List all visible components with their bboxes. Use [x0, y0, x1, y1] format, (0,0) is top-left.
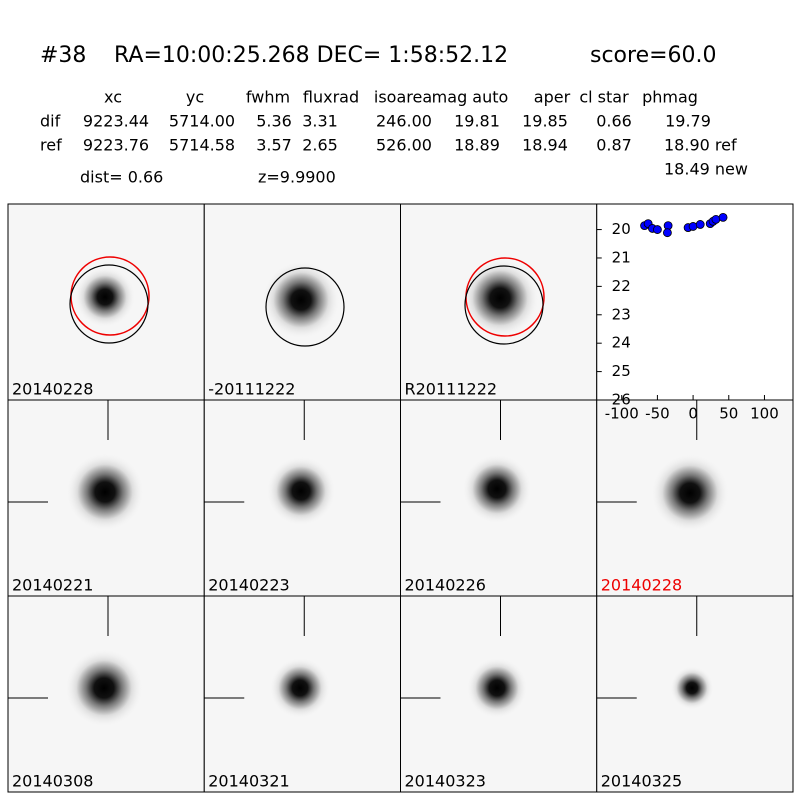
cell: 0.87: [596, 136, 632, 155]
source-blob: [74, 266, 136, 328]
aperture: [265, 267, 345, 347]
point: [688, 222, 698, 231]
y-tick-label: 23: [612, 305, 631, 323]
column-header: cl star: [579, 88, 629, 107]
y-tick-label: 25: [612, 362, 631, 380]
cell: 3.57: [256, 136, 292, 155]
source-blob: [460, 258, 540, 338]
source-blob: [670, 666, 714, 710]
column-header: fwhm: [246, 88, 290, 107]
cell: 5714.58: [169, 136, 235, 155]
y-tick-label: 24: [612, 334, 631, 352]
point: [653, 225, 662, 234]
cell: 9223.76: [83, 136, 149, 155]
column-header: isoarea: [374, 88, 432, 107]
cell: 2.65: [302, 136, 338, 155]
panel-label: 20140228: [601, 576, 682, 595]
distance: dist= 0.66: [80, 168, 163, 187]
column-header: yc: [186, 88, 204, 107]
panel-label: 20140223: [208, 576, 289, 595]
x-tick-label: 0: [688, 405, 698, 423]
aperture: [464, 265, 544, 345]
source-blob: [461, 453, 533, 525]
column-header: mag auto: [432, 88, 509, 107]
y-tick-label: 20: [612, 220, 631, 238]
cell: 5.36: [256, 112, 292, 131]
cell: 9223.44: [83, 112, 149, 131]
phmag-new: 18.49 new: [664, 160, 748, 179]
cell: 18.94: [522, 136, 568, 155]
column-header: aper: [534, 88, 571, 107]
point: [695, 220, 705, 229]
source-blob: [650, 453, 730, 533]
cell: 18.89: [454, 136, 500, 155]
source-blob: [64, 648, 144, 728]
panel-label: R20111222: [405, 380, 498, 399]
source-blob: [65, 452, 145, 532]
cell: 3.31: [302, 112, 338, 131]
score: score=60.0: [590, 43, 717, 68]
point: [711, 214, 721, 224]
y-tick-label: 21: [612, 248, 631, 266]
x-tick-label: -50: [645, 405, 670, 423]
panel-label: 20140226: [405, 576, 486, 595]
cell: 5714.00: [169, 112, 235, 131]
cell: 0.66: [596, 112, 632, 131]
panel-label: 20140308: [12, 772, 93, 791]
source-blob: [466, 657, 528, 719]
cell: 19.79: [665, 112, 711, 131]
object-id: #38: [40, 43, 86, 68]
point: [718, 212, 728, 222]
cell: 19.85: [522, 112, 568, 131]
panel-label: 20140323: [405, 772, 486, 791]
source-blob: [265, 455, 337, 527]
cell: 18.90 ref: [664, 136, 737, 155]
cell: 19.81: [454, 112, 500, 131]
aperture: [69, 264, 149, 344]
cell: 526.00: [376, 136, 432, 155]
panel-label: -20111222: [208, 380, 295, 399]
point: [663, 228, 672, 238]
redshift: z=9.9900: [258, 168, 336, 187]
panel-label: 20140321: [208, 772, 289, 791]
x-tick-label: -100: [605, 405, 639, 423]
column-header: phmag: [642, 88, 698, 107]
plot-area: [596, 203, 794, 401]
column-header: fluxrad: [303, 88, 359, 107]
y-tick-label: 22: [612, 277, 631, 295]
row-label: ref: [40, 136, 62, 155]
cell: 246.00: [376, 112, 432, 131]
coordinates: RA=10:00:25.268 DEC= 1:58:52.12: [114, 43, 508, 68]
panel-label: 20140325: [601, 772, 682, 791]
panel-label: 20140228: [12, 380, 93, 399]
x-tick-label: 100: [750, 405, 779, 423]
source-blob: [261, 260, 341, 340]
x-tick-label: 50: [719, 405, 738, 423]
panel-label: 20140221: [12, 576, 93, 595]
row-label: dif: [40, 112, 61, 131]
source-blob: [269, 657, 331, 719]
y-tick-label: 26: [612, 391, 631, 409]
column-header: xc: [104, 88, 122, 107]
